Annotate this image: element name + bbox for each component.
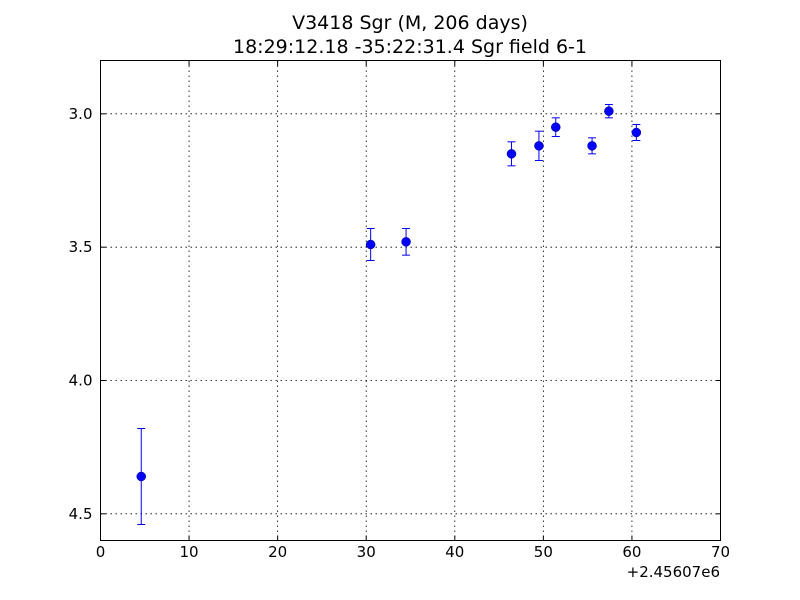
data-point-group [631, 124, 642, 141]
data-point [136, 471, 146, 482]
data-point [506, 149, 517, 159]
plot-area-frame [100, 60, 721, 541]
data-point [587, 141, 597, 151]
data-point-group [365, 228, 376, 261]
x-tick-label: 30 [357, 543, 376, 561]
data-point-group [401, 228, 411, 256]
x-tick-label: 20 [268, 543, 287, 561]
y-tick-label: 4.0 [69, 372, 93, 390]
x-axis-offset-label: +2.45607e6 [627, 563, 720, 581]
tick-labels: 0 10 20 30 40 50 60 70 3.0 3.5 4.0 4.5 [69, 105, 730, 561]
y-tick-label: 3.0 [69, 105, 93, 123]
data-point [365, 239, 376, 250]
chart-subtitle: 18:29:12.18 -35:22:31.4 Sgr field 6-1 [233, 36, 587, 58]
x-tick-label: 70 [711, 543, 730, 561]
y-tick-label: 3.5 [69, 238, 93, 256]
data-point-group [506, 141, 517, 167]
y-tick-label: 4.5 [69, 505, 93, 523]
data-point-group [587, 137, 597, 155]
x-tick-label: 40 [445, 543, 464, 561]
data-point [631, 127, 642, 138]
data-point-group [136, 428, 146, 525]
data-point-group [604, 104, 614, 119]
x-tick-label: 0 [96, 543, 106, 561]
x-tick-label: 50 [534, 543, 553, 561]
data-point-group [534, 130, 544, 161]
data-point [604, 106, 614, 116]
x-tick-label: 10 [180, 543, 199, 561]
data-point-group [551, 117, 561, 137]
data-point [534, 141, 544, 151]
data-points [136, 104, 642, 525]
data-point [401, 237, 411, 247]
chart-title: V3418 Sgr (M, 206 days) [292, 12, 528, 34]
data-point [551, 122, 561, 132]
grid-lines [100, 60, 721, 541]
x-tick-label: 60 [622, 543, 641, 561]
